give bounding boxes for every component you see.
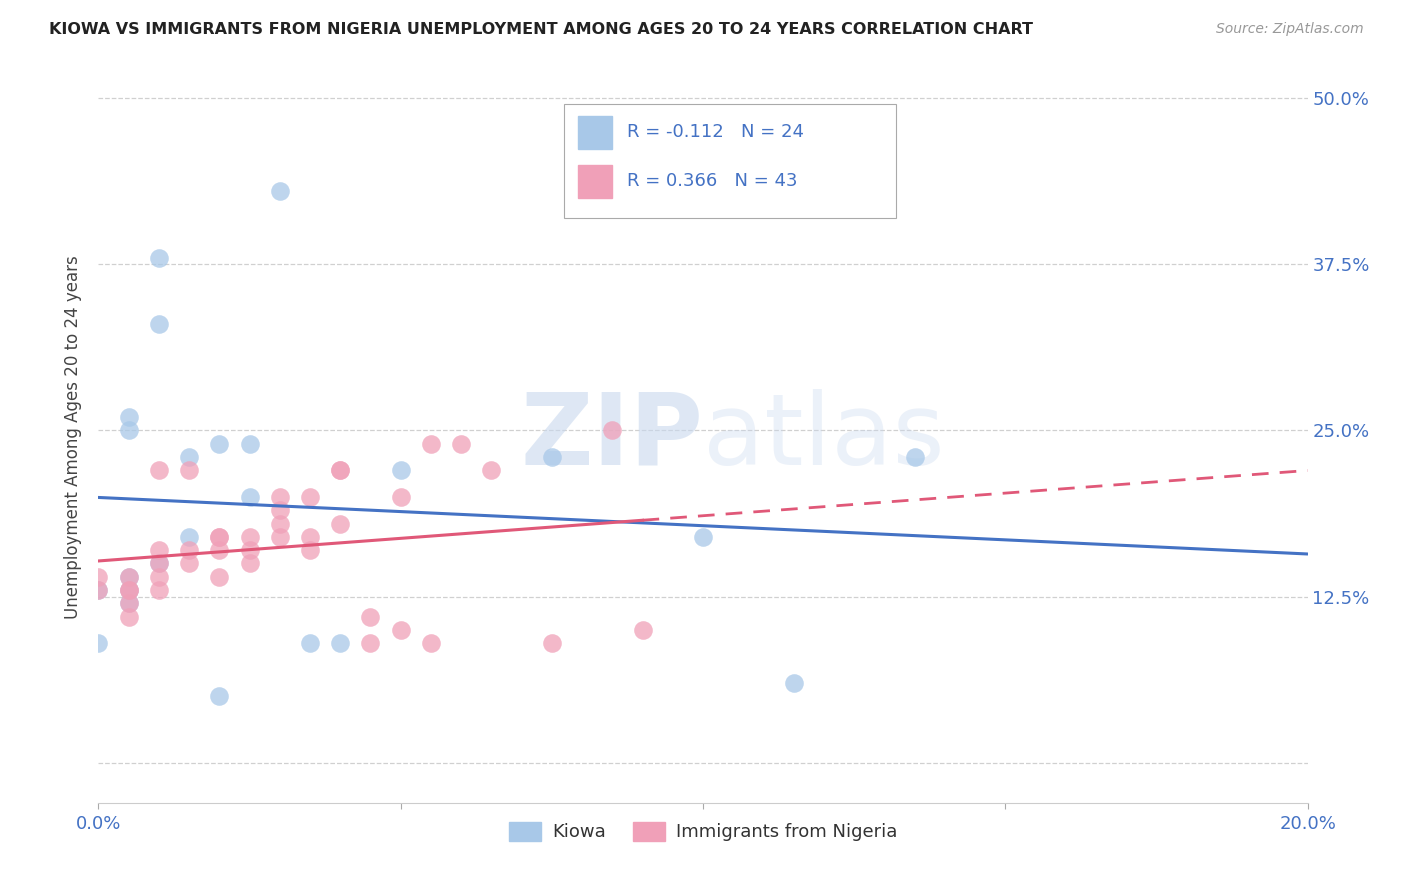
Point xyxy=(148,251,170,265)
Point xyxy=(118,582,141,597)
Point xyxy=(87,582,110,597)
FancyBboxPatch shape xyxy=(564,104,897,218)
Bar xyxy=(578,116,613,149)
Point xyxy=(631,623,654,637)
Point xyxy=(904,450,927,464)
Text: ZIP: ZIP xyxy=(520,389,703,485)
Point xyxy=(118,609,141,624)
Point xyxy=(389,463,412,477)
Point xyxy=(269,530,291,544)
Point xyxy=(179,463,201,477)
Point xyxy=(87,636,110,650)
Point xyxy=(148,463,170,477)
Bar xyxy=(578,165,613,197)
Point xyxy=(239,530,262,544)
Point xyxy=(602,424,624,438)
Point xyxy=(148,557,170,571)
Point xyxy=(269,503,291,517)
Point xyxy=(299,543,322,558)
Text: KIOWA VS IMMIGRANTS FROM NIGERIA UNEMPLOYMENT AMONG AGES 20 TO 24 YEARS CORRELAT: KIOWA VS IMMIGRANTS FROM NIGERIA UNEMPLO… xyxy=(49,22,1033,37)
Point xyxy=(148,570,170,584)
Point xyxy=(540,450,562,464)
Point xyxy=(269,516,291,531)
Point xyxy=(208,530,231,544)
Legend: Kiowa, Immigrants from Nigeria: Kiowa, Immigrants from Nigeria xyxy=(502,814,904,848)
Point xyxy=(299,490,322,504)
Point xyxy=(450,436,472,450)
Point xyxy=(692,530,714,544)
Point xyxy=(179,543,201,558)
Point xyxy=(118,582,141,597)
Point xyxy=(118,570,141,584)
Text: R = 0.366   N = 43: R = 0.366 N = 43 xyxy=(627,172,797,190)
Point xyxy=(148,543,170,558)
Point xyxy=(269,490,291,504)
Point xyxy=(118,582,141,597)
Point xyxy=(420,436,443,450)
Point xyxy=(208,570,231,584)
Point xyxy=(208,530,231,544)
Point xyxy=(179,450,201,464)
Point xyxy=(208,543,231,558)
Point xyxy=(179,530,201,544)
Point xyxy=(208,436,231,450)
Point xyxy=(299,530,322,544)
Point xyxy=(481,463,503,477)
Point xyxy=(87,570,110,584)
Point xyxy=(148,557,170,571)
Point xyxy=(239,543,262,558)
Point xyxy=(783,676,806,690)
Point xyxy=(269,184,291,198)
Point xyxy=(329,463,352,477)
Point xyxy=(118,596,141,610)
Point xyxy=(329,516,352,531)
Point xyxy=(389,623,412,637)
Point xyxy=(118,410,141,425)
Point xyxy=(118,596,141,610)
Point xyxy=(87,582,110,597)
Point xyxy=(540,636,562,650)
Text: Source: ZipAtlas.com: Source: ZipAtlas.com xyxy=(1216,22,1364,37)
Point xyxy=(360,609,382,624)
Point xyxy=(239,557,262,571)
Point xyxy=(118,424,141,438)
Point xyxy=(179,557,201,571)
Point xyxy=(360,636,382,650)
Point xyxy=(118,570,141,584)
Point xyxy=(239,436,262,450)
Point xyxy=(389,490,412,504)
Y-axis label: Unemployment Among Ages 20 to 24 years: Unemployment Among Ages 20 to 24 years xyxy=(65,255,83,619)
Point xyxy=(148,317,170,331)
Point xyxy=(329,463,352,477)
Point xyxy=(420,636,443,650)
Text: atlas: atlas xyxy=(703,389,945,485)
Point xyxy=(208,690,231,704)
Text: R = -0.112   N = 24: R = -0.112 N = 24 xyxy=(627,123,804,141)
Point xyxy=(329,636,352,650)
Point xyxy=(239,490,262,504)
Point xyxy=(299,636,322,650)
Point xyxy=(148,582,170,597)
